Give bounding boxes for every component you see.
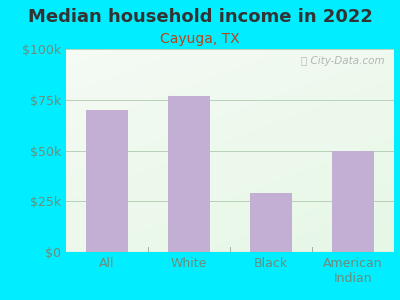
Bar	[332, 151, 374, 252]
Bar	[250, 193, 292, 252]
Bar	[168, 96, 210, 252]
Bar	[86, 110, 128, 252]
Text: Cayuga, TX: Cayuga, TX	[160, 32, 240, 46]
Text: Median household income in 2022: Median household income in 2022	[28, 8, 372, 26]
Text: ⓘ City-Data.com: ⓘ City-Data.com	[300, 56, 384, 66]
